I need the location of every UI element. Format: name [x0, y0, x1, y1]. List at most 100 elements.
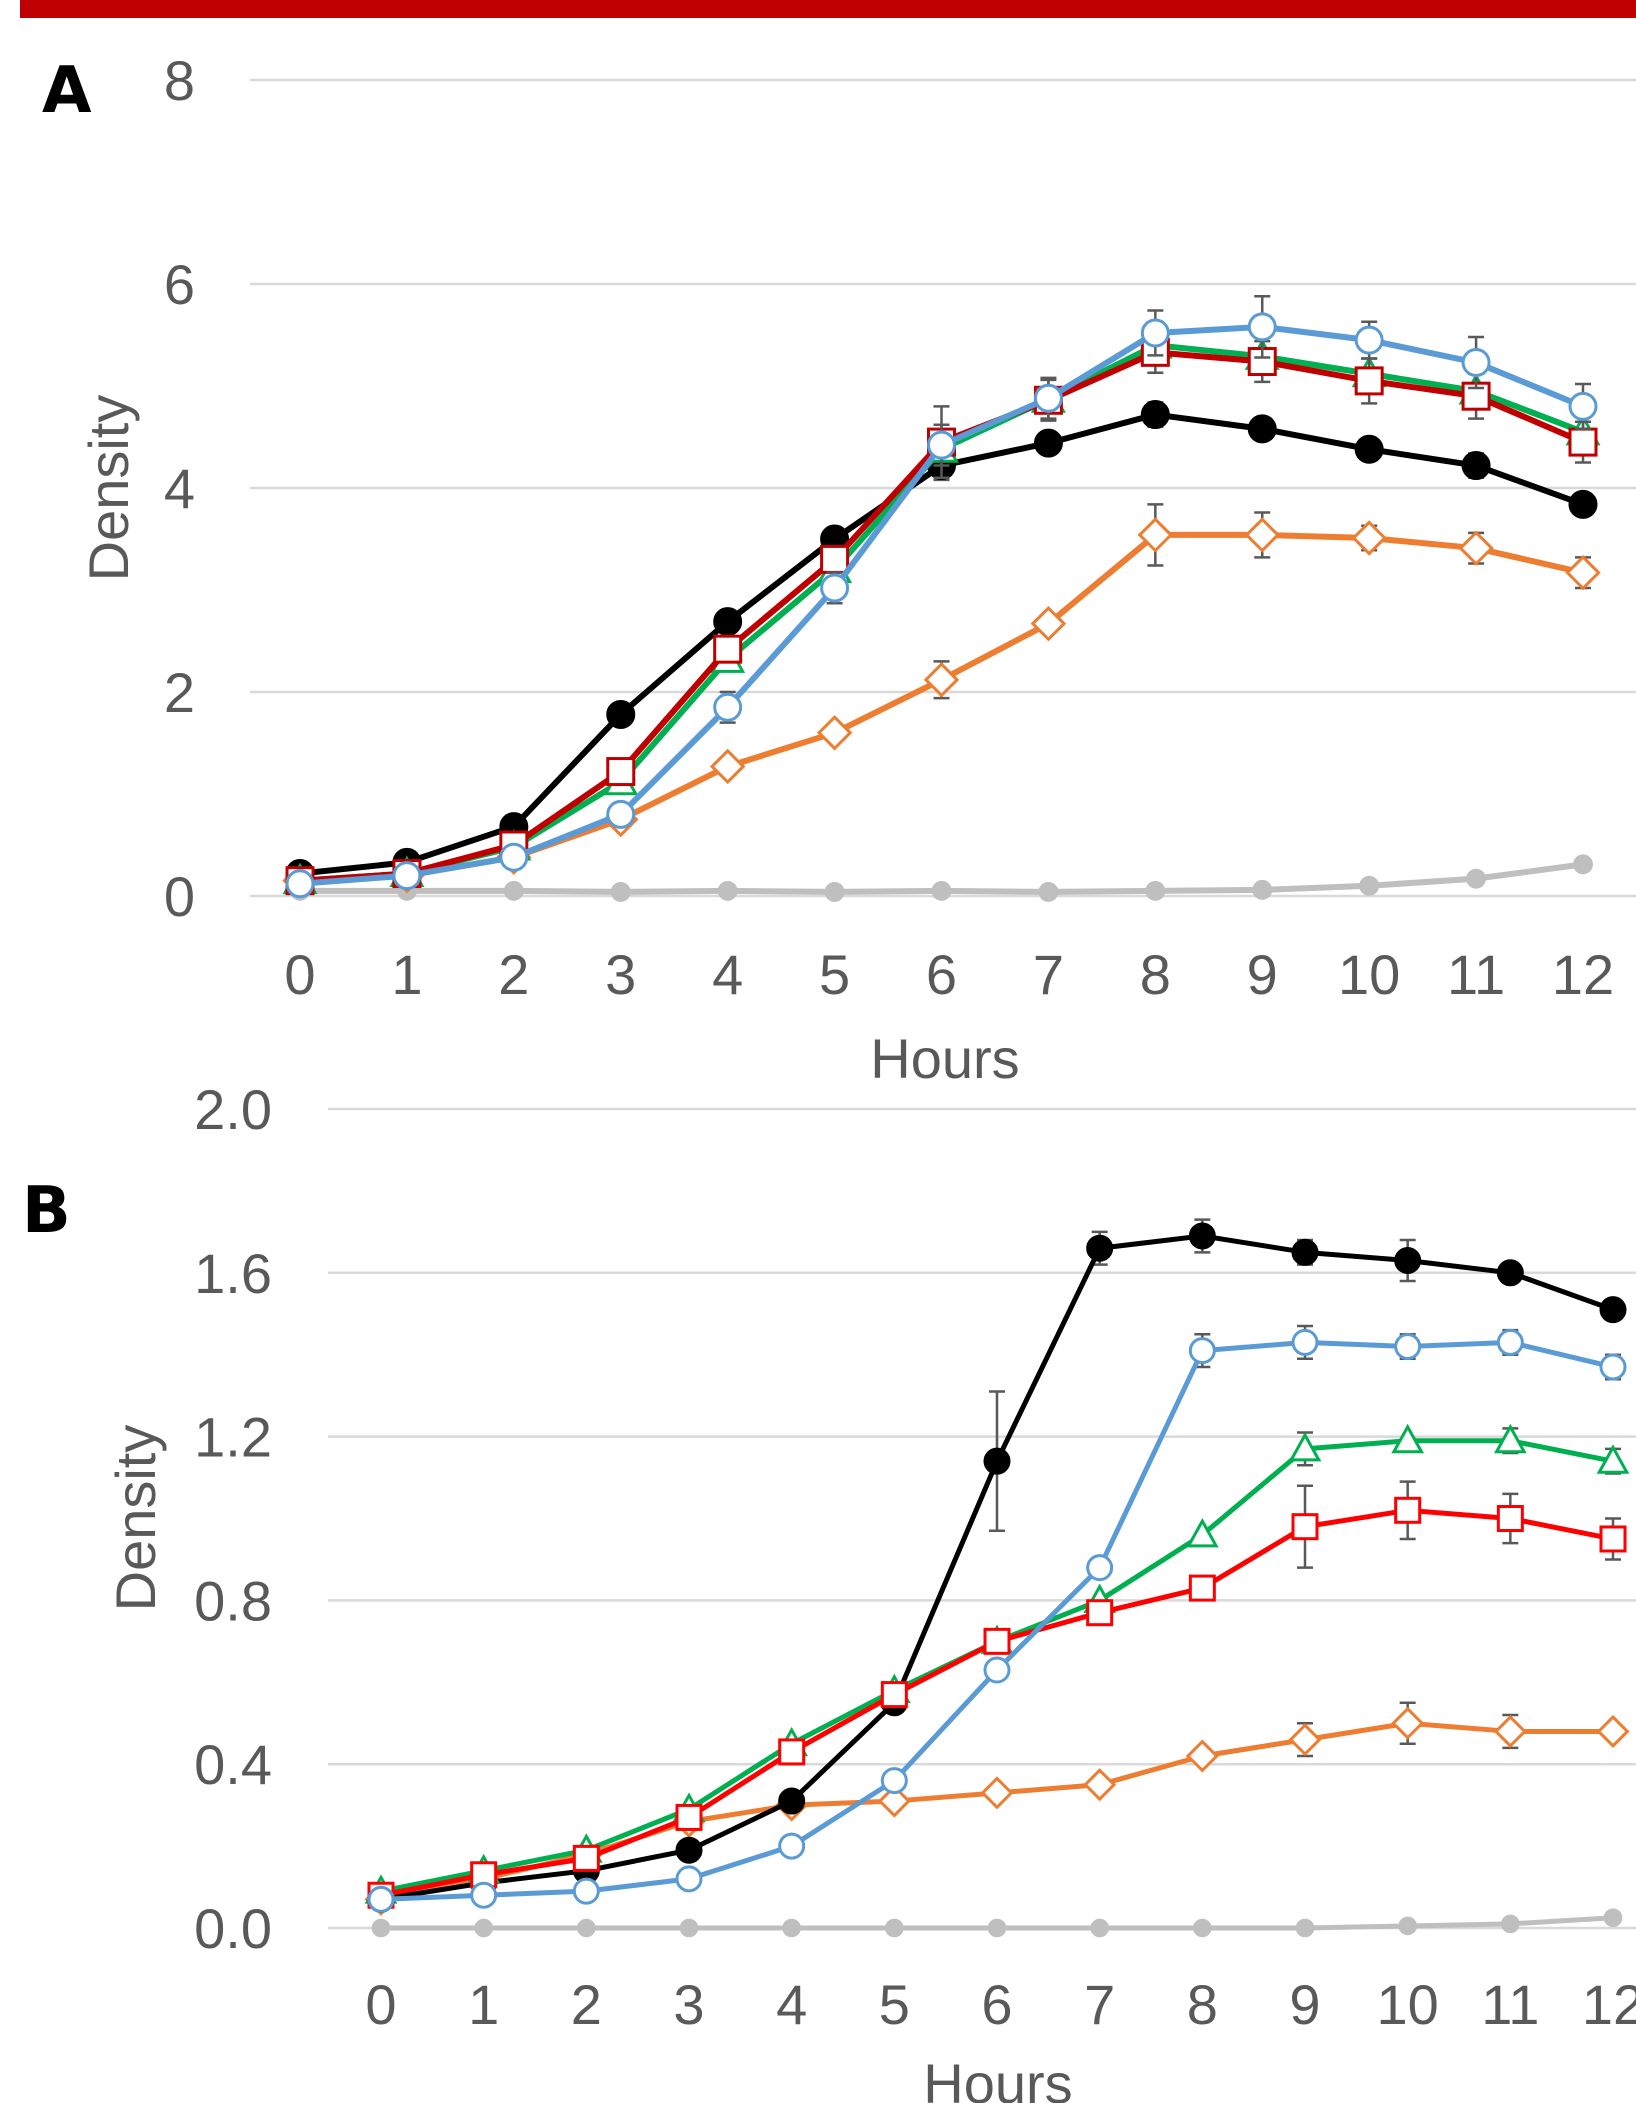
panel-b-data-point	[1596, 1444, 1630, 1474]
panel-b-data-point	[470, 1861, 498, 1889]
panel-a-x-tick-label: 5	[819, 943, 850, 1006]
panel-b-data-point	[1493, 1714, 1527, 1748]
panel-a-x-tick-label: 9	[1247, 943, 1278, 1006]
panel-a-y-tick-label: 0	[164, 865, 195, 928]
panel-a-data-point	[717, 880, 738, 901]
panel-a-data-point	[1252, 879, 1273, 900]
panel-a-data-point	[606, 757, 636, 787]
panel-a-data-point	[1137, 517, 1174, 553]
panel-b-x-tick-label: 1	[468, 1973, 499, 2036]
panel-a-data-point	[1568, 391, 1598, 421]
panel-a-data-point	[1354, 434, 1384, 464]
panel-a-x-tick-label: 6	[926, 943, 957, 1006]
panel-a-y-ticks: 0 2 4 6 8	[164, 49, 195, 928]
panel-b-data-point	[1185, 1517, 1219, 1548]
panel-a-data-point	[713, 634, 743, 664]
panel-b-x-axis-title: Hours	[923, 2052, 1072, 2103]
panel-b-x-ticks: 0 1 2 3 4 5 6 7 8 9 10 11 12	[365, 1973, 1636, 2036]
panel-b-data-point	[987, 1918, 1007, 1938]
panel-a-series	[282, 294, 1601, 902]
panel-b-y-axis-title: Density	[104, 1425, 167, 1612]
panel-a-x-tick-label: 3	[605, 943, 636, 1006]
panel-a-data-point	[503, 880, 524, 901]
panel-a-data-point	[1461, 451, 1491, 481]
panel-b-data-point	[1599, 1296, 1627, 1324]
panel-a-series-line	[297, 531, 1586, 884]
panel-b-data-point	[1086, 1599, 1114, 1627]
panel-a-data-point	[931, 880, 952, 901]
panel-b-y-tick-label: 0.4	[194, 1733, 272, 1796]
panel-a-series-4	[285, 330, 1598, 896]
panel-b-data-point	[1599, 1353, 1627, 1381]
panel-b-data-point	[885, 1918, 904, 1938]
panel-a-x-tick-label: 10	[1338, 943, 1400, 1006]
panel-b-data-point	[778, 1738, 806, 1766]
panel-b-data-point	[1086, 1234, 1114, 1262]
panel-b-data-point	[877, 1784, 911, 1818]
panel-a-data-point	[1030, 605, 1067, 642]
panel-b-data-point	[1391, 1706, 1425, 1740]
panel-b-data-point	[983, 1656, 1011, 1684]
panel-a-y-axis-title: Density	[77, 395, 140, 582]
panel-a-data-point	[392, 861, 422, 891]
panel-b-data-point	[1188, 1337, 1216, 1365]
panel-a-y-tick-label: 8	[164, 49, 195, 112]
panel-a-data-point	[1461, 348, 1491, 378]
panel-b-data-point	[474, 1918, 493, 1938]
panel-a-y-tick-label: 4	[164, 457, 195, 520]
panel-a-data-point	[820, 544, 850, 574]
panel-a-x-tick-label: 12	[1552, 943, 1614, 1006]
panel-b-y-tick-label: 0.8	[194, 1569, 272, 1632]
panel-a-y-tick-label: 6	[164, 253, 195, 316]
panel-b-data-point	[1394, 1247, 1422, 1275]
panel-a-data-point	[1247, 312, 1277, 342]
panel-b-data-point	[1090, 1918, 1109, 1938]
panel-a-data-point	[927, 430, 956, 460]
panel-b-series-4	[367, 1480, 1627, 1909]
panel-b-y-tick-label: 1.2	[194, 1406, 272, 1469]
panel-b-data-point	[470, 1881, 498, 1909]
panel-b-data-point	[1291, 1513, 1319, 1541]
panel-b-data-point	[1288, 1723, 1322, 1757]
panel-a-data-point	[1568, 489, 1598, 519]
panel-a-data-point	[1033, 428, 1063, 458]
panel-a-data-point	[1466, 868, 1487, 889]
panel-a-x-tick-label: 8	[1140, 943, 1171, 1006]
panel-a-gridlines	[250, 78, 1636, 898]
panel-b-data-point	[1596, 1714, 1630, 1748]
panel-b-x-tick-label: 8	[1187, 1973, 1218, 2036]
panel-b-chart: B 0.00.40.81.21.62.0 0 1 2 3 4 5 6 7 8 9 10 11 12 Ho…	[22, 1078, 1636, 2103]
panel-b-data-point	[778, 1832, 806, 1860]
panel-b-data-point	[1493, 1423, 1527, 1454]
panel-a-data-point	[1573, 854, 1593, 875]
panel-a-data-point	[1140, 318, 1170, 348]
panel-a-x-tick-label: 4	[712, 943, 743, 1006]
panel-b-data-point	[572, 1844, 600, 1872]
panel-a-data-point	[1244, 517, 1280, 553]
panel-b-data-point	[1185, 1739, 1219, 1773]
panel-b-x-tick-label: 0	[365, 1973, 396, 2036]
panel-b-x-tick-label: 5	[879, 1973, 910, 2036]
panel-b-data-point	[1295, 1918, 1315, 1938]
panel-b-data-point	[1599, 1525, 1627, 1553]
panel-a-series-line	[297, 411, 1586, 877]
panel-b-data-point	[1391, 1423, 1425, 1454]
panel-b-data-point	[782, 1918, 801, 1938]
panel-a-data-point	[285, 869, 315, 899]
panel-a-data-point	[1568, 427, 1598, 457]
panel-b-data-point	[1496, 1259, 1524, 1287]
panel-b-data-point	[980, 1776, 1014, 1810]
panel-b-x-tick-label: 9	[1289, 1973, 1320, 2036]
panel-b-data-point	[1394, 1496, 1422, 1524]
panel-a-data-point	[1351, 520, 1387, 556]
panel-a-data-point	[709, 748, 746, 785]
panel-b-data-point	[675, 1865, 703, 1893]
panel-b-data-point	[1291, 1328, 1319, 1356]
panel-b-y-tick-label: 1.6	[194, 1242, 272, 1305]
panel-a-data-point	[1038, 881, 1059, 902]
panel-a-data-point	[1247, 414, 1277, 444]
panel-a-x-tick-label: 0	[284, 943, 315, 1006]
top-accent-bar	[20, 0, 1636, 18]
